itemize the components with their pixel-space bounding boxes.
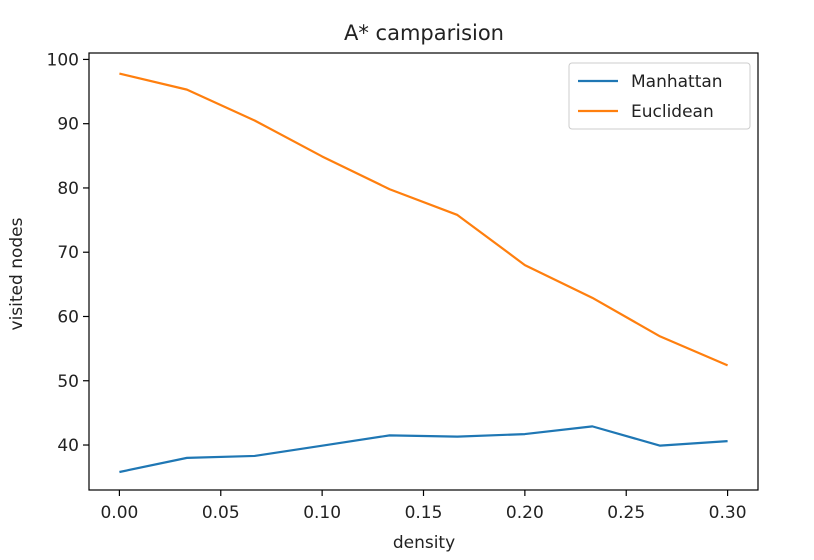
series-line-euclidean xyxy=(119,72,729,367)
x-tick-label: 0.05 xyxy=(202,503,240,523)
legend-label-euclidean: Euclidean xyxy=(631,102,714,122)
y-tick-label: 70 xyxy=(57,243,79,263)
x-axis: 0.00 0.05 0.10 0.15 0.20 0.25 0.30 xyxy=(100,490,747,523)
series-line-manhattan xyxy=(119,425,728,474)
legend: Manhattan Euclidean xyxy=(568,62,751,130)
y-tick-label: 50 xyxy=(57,372,79,392)
y-tick-label: 80 xyxy=(57,179,79,199)
y-axis: 40 50 60 70 80 90 100 xyxy=(47,50,89,456)
legend-box xyxy=(568,62,751,130)
y-tick-label: 40 xyxy=(57,436,79,456)
x-tick-label: 0.25 xyxy=(607,503,645,523)
x-tick-label: 0.15 xyxy=(405,503,443,523)
y-tick-label: 60 xyxy=(57,307,79,327)
x-tick-label: 0.00 xyxy=(100,503,138,523)
series-layer xyxy=(119,72,729,474)
x-axis-label: density xyxy=(393,533,455,553)
legend-label-manhattan: Manhattan xyxy=(631,72,723,92)
x-tick-label: 0.10 xyxy=(303,503,341,523)
x-tick-label: 0.30 xyxy=(709,503,747,523)
y-tick-label: 90 xyxy=(57,115,79,135)
y-tick-label: 100 xyxy=(47,50,79,70)
x-tick-label: 0.20 xyxy=(506,503,544,523)
chart-title: A* camparision xyxy=(344,21,504,45)
y-axis-label: visited nodes xyxy=(7,217,27,330)
